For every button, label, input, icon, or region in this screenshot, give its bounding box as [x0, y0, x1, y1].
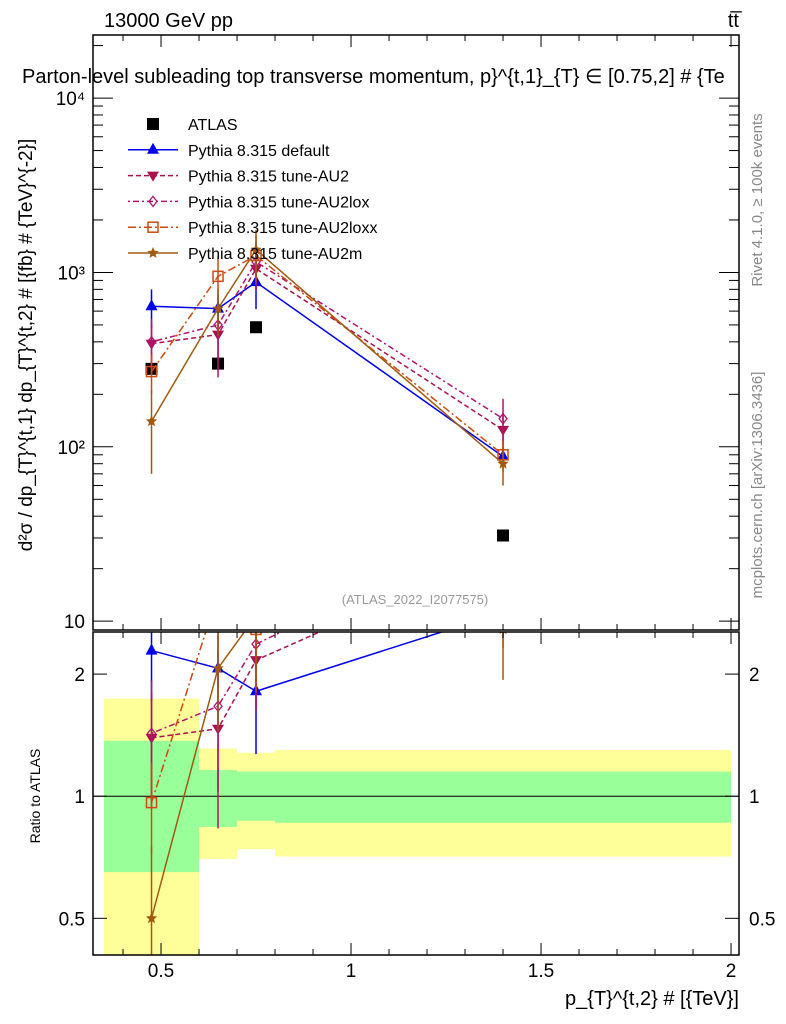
marker-star — [145, 415, 158, 427]
y-axis-label: d²σ / dp_{T}^{t,1} dp_{T}^{t,2} # [{fb} … — [16, 139, 37, 551]
marker-square — [250, 321, 263, 334]
marker-open-diamond — [146, 727, 157, 740]
marker-triangle-up — [145, 299, 158, 311]
marker-triangle-down — [147, 171, 159, 182]
marker-open-square — [145, 365, 158, 378]
marker-star — [145, 912, 158, 924]
marker-triangle-up — [145, 643, 158, 655]
marker-triangle-down — [497, 547, 509, 557]
x-tick-label: 1 — [346, 961, 357, 982]
ratio-tick-label-right: 0.5 — [749, 909, 775, 930]
y-tick-label: 10 — [64, 612, 85, 633]
x-axis-label: p_{T}^{t,2} # [{TeV}] — [565, 988, 739, 1010]
marker-open-diamond — [148, 195, 158, 208]
marker-star — [212, 302, 224, 314]
marker-open-square — [213, 588, 223, 598]
ratio-frame — [92, 631, 740, 956]
ratio-tick-label: 2 — [74, 665, 85, 686]
ratio-band-inner — [275, 771, 732, 823]
chart-title: Parton-level subleading top transverse m… — [22, 66, 725, 88]
main-frame — [92, 34, 740, 631]
marker-star — [250, 610, 261, 621]
header-right: tt̅ — [728, 10, 742, 32]
marker-open-square — [212, 270, 224, 283]
legend-entry: Pythia 8.315 tune-AU2m — [188, 246, 362, 263]
legend-entry: Pythia 8.315 tune-AU2 — [188, 169, 349, 186]
ratio-line-2 — [151, 632, 322, 739]
series-line-2 — [151, 267, 504, 431]
x-tick-label: 1.5 — [528, 961, 554, 982]
marker-star — [212, 662, 224, 674]
series-line-3 — [151, 260, 504, 420]
ratio-line-1 — [151, 632, 445, 693]
ratio-axis-label: Ratio to ATLAS — [27, 749, 43, 844]
marker-open-diamond — [146, 335, 157, 348]
series-line-4 — [150, 254, 504, 456]
marker-star — [147, 247, 159, 258]
legend-entry: Pythia 8.315 tune-AU2lox — [188, 194, 369, 211]
marker-open-diamond — [498, 412, 508, 425]
watermark: (ATLAS_2022_I2077575) — [342, 592, 488, 607]
marker-open-square — [147, 221, 159, 233]
marker-open-diamond — [499, 519, 507, 529]
mcplots-label: mcplots.cern.ch [arXiv:1306.3436] — [749, 372, 766, 599]
legend-entry: ATLAS — [188, 117, 238, 134]
ratio-tick-label: 1 — [74, 787, 85, 808]
marker-open-square — [145, 796, 158, 809]
legend-entry: Pythia 8.315 default — [188, 143, 330, 160]
marker-square — [497, 529, 510, 542]
ratio-line-5 — [150, 632, 246, 919]
y-tick-label: 10⁴ — [56, 89, 85, 110]
ratio-tick-label-right: 2 — [749, 665, 760, 686]
ratio-tick-label: 0.5 — [59, 909, 85, 930]
x-tick-label: 0.5 — [148, 961, 174, 982]
series-line-1 — [151, 281, 504, 458]
y-tick-label: 10³ — [58, 263, 85, 284]
marker-open-square — [498, 603, 508, 613]
y-tick-label: 10² — [58, 438, 85, 459]
marker-star — [497, 457, 509, 469]
header-left: 13000 GeV pp — [104, 10, 233, 32]
x-tick-label: 2 — [726, 961, 737, 982]
marker-triangle-up — [497, 605, 509, 616]
ratio-tick-label-right: 1 — [749, 787, 760, 808]
rivet-label: Rivet 4.1.0, ≥ 100k events — [749, 113, 766, 286]
marker-square — [147, 118, 159, 130]
series-line-5 — [150, 248, 504, 465]
marker-star — [250, 243, 262, 255]
legend-entry: Pythia 8.315 tune-AU2loxx — [188, 220, 377, 237]
marker-triangle-up — [147, 142, 159, 154]
ratio-line-3 — [151, 632, 283, 735]
